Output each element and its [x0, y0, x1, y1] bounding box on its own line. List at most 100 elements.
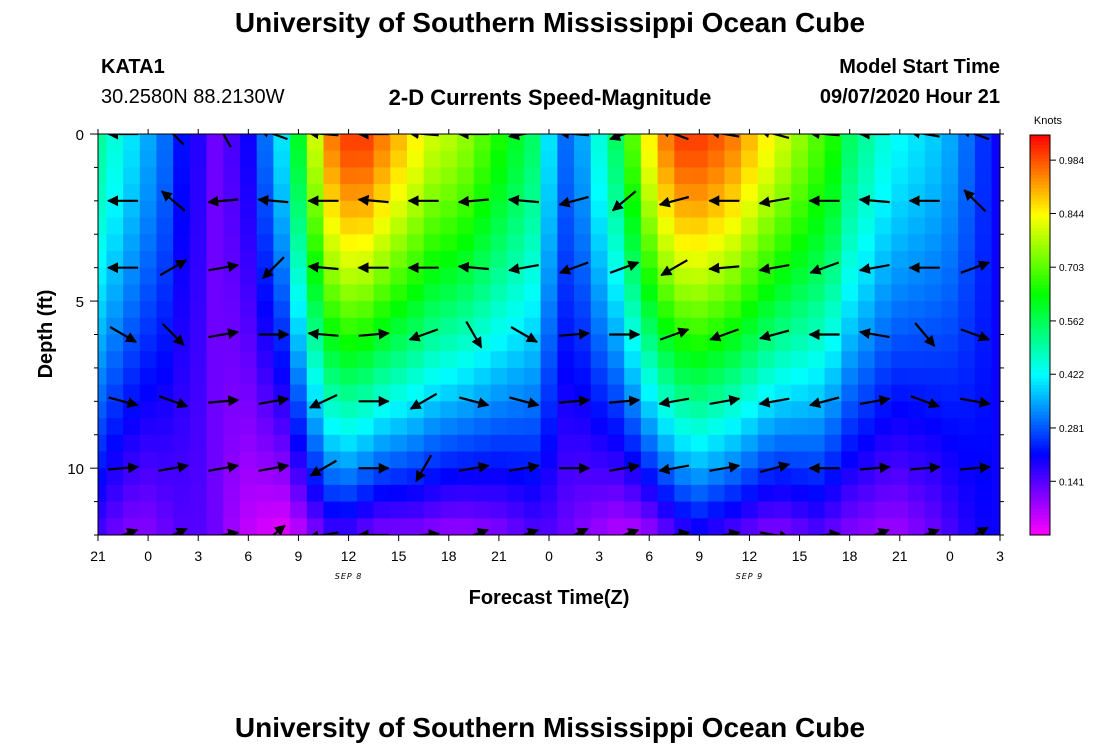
heat-cell [189, 150, 208, 168]
heat-cell [757, 134, 776, 152]
colorbar-segment [1030, 528, 1050, 533]
heat-cell [657, 184, 675, 202]
colorbar-segment [1030, 265, 1050, 269]
heat-cell [540, 184, 558, 202]
heat-cell [841, 434, 859, 453]
heat-cell [574, 334, 592, 352]
heat-cell [707, 184, 725, 202]
colorbar-segment [1030, 441, 1050, 446]
date-label: SEP 9 [736, 572, 764, 581]
heat-cell [540, 334, 558, 352]
heat-cell [457, 134, 475, 152]
heat-cell [189, 484, 208, 503]
heat-cell [390, 484, 408, 503]
current-arrow [509, 396, 540, 408]
y-axis: 0 5 10 [67, 127, 1004, 536]
heat-cell [473, 301, 492, 319]
heat-cell [473, 284, 492, 302]
heat-cell [156, 301, 174, 319]
colorbar-segment [1030, 391, 1050, 396]
heat-cell [156, 501, 174, 519]
heat-cell [373, 451, 391, 469]
heat-cell [106, 301, 124, 319]
heat-cell [774, 418, 792, 436]
heat-cell [724, 150, 742, 168]
heat-cell [206, 317, 224, 336]
heat-cell [640, 367, 659, 386]
heat-cell [791, 401, 809, 419]
heat-cell [724, 184, 742, 202]
heat-cell [741, 367, 759, 386]
heat-cell [874, 184, 892, 202]
heat-cell [941, 501, 959, 519]
heat-cell [390, 184, 408, 202]
heat-cell [306, 134, 325, 152]
heat-cell [741, 334, 759, 352]
heat-cell [523, 150, 542, 168]
heat-cell [440, 501, 458, 519]
heat-cell [356, 134, 375, 152]
x-tick-label: 3 [595, 548, 603, 564]
heat-cell [540, 200, 558, 219]
current-arrow [262, 256, 285, 280]
heat-cell [440, 317, 458, 336]
heat-cell [774, 301, 792, 319]
heat-cell [440, 267, 458, 285]
heat-cell [707, 251, 725, 269]
heat-cell [691, 150, 709, 168]
heat-cell [407, 267, 425, 285]
heat-cell [974, 367, 993, 386]
heat-cell [574, 484, 592, 503]
heat-cell [657, 150, 675, 168]
heat-cell [624, 367, 642, 386]
heat-cell [139, 200, 158, 219]
heat-cell [741, 184, 759, 202]
current-arrow [758, 329, 790, 342]
heat-cell [841, 301, 859, 319]
heat-cell [206, 167, 224, 185]
heat-cell [323, 367, 341, 386]
heat-cell [540, 518, 558, 535]
heat-cell [457, 401, 475, 419]
heat-cell [173, 484, 191, 503]
heat-cell [974, 234, 993, 252]
heat-cell [356, 518, 375, 535]
heat-cell [440, 351, 458, 369]
heat-cell [858, 484, 876, 503]
heat-cell [407, 251, 425, 269]
heat-cell [189, 418, 208, 436]
heat-cell [824, 367, 842, 386]
colorbar-tick-label: 0.281 [1059, 424, 1084, 435]
heat-cell [423, 234, 441, 252]
colorbar-segment [1030, 308, 1050, 313]
colorbar-segment [1030, 511, 1050, 516]
colorbar-segment [1030, 325, 1050, 329]
heat-cell [624, 217, 642, 235]
heat-cell [741, 284, 759, 302]
heat-cell [807, 451, 826, 469]
heat-cell [98, 518, 107, 535]
heat-cell [640, 267, 659, 285]
heat-cell [941, 284, 959, 302]
heat-cell [323, 267, 341, 285]
heat-cell [724, 468, 742, 486]
heat-cell [273, 434, 291, 453]
heat-cell [624, 434, 642, 453]
colorbar-tick-label: 0.984 [1059, 156, 1084, 167]
heat-cell [323, 434, 341, 453]
heat-cell [540, 317, 558, 336]
heat-cell [540, 451, 558, 469]
heat-cell [98, 267, 107, 285]
heat-cell [807, 418, 826, 436]
heat-cell [457, 167, 475, 185]
x-tick-label: 6 [645, 548, 653, 564]
colorbar-segment [1030, 221, 1050, 226]
heat-cell [791, 134, 809, 152]
heat-cell [991, 351, 1000, 369]
heat-cell [757, 434, 776, 453]
heat-cell [98, 234, 107, 252]
heat-cell [574, 150, 592, 168]
heat-cell [674, 150, 692, 168]
heat-cell [189, 317, 208, 336]
current-arrow [307, 328, 339, 340]
